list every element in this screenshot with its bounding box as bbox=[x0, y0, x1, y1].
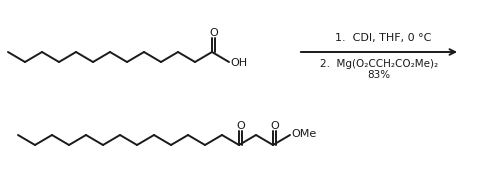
Text: 1.  CDI, THF, 0 °C: 1. CDI, THF, 0 °C bbox=[335, 33, 431, 43]
Text: 2.  Mg(O₂CCH₂CO₂Me)₂: 2. Mg(O₂CCH₂CO₂Me)₂ bbox=[320, 59, 438, 69]
Text: O: O bbox=[236, 121, 245, 131]
Text: 83%: 83% bbox=[368, 70, 391, 80]
Text: O: O bbox=[270, 121, 279, 131]
Text: OMe: OMe bbox=[291, 129, 317, 139]
Text: O: O bbox=[209, 28, 218, 38]
Text: OH: OH bbox=[230, 58, 247, 68]
